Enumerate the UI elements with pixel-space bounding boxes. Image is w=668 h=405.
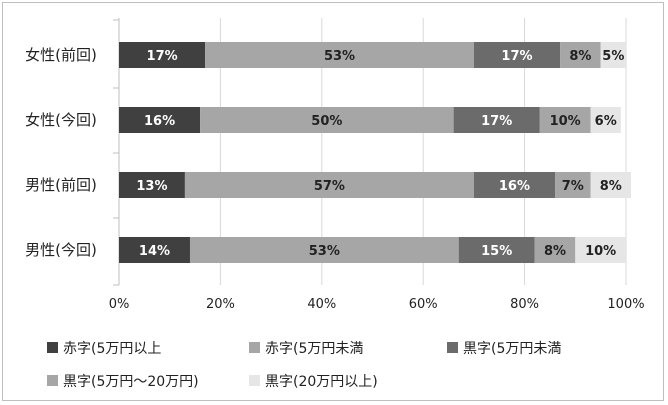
legend-swatch: [249, 375, 260, 386]
data-label: 57%: [314, 179, 345, 194]
data-label: 7%: [562, 179, 584, 194]
category-label: 男性(前回): [25, 176, 97, 194]
legend-label: 黒字(5万円～20万円): [63, 374, 199, 390]
bar-segment: [200, 107, 454, 133]
x-tick-label: 80%: [510, 297, 539, 312]
bar-segment: [119, 42, 206, 68]
bar-segment: [119, 107, 201, 133]
x-axis-ticks: 0% 20% 40% 60% 80% 100%: [109, 297, 645, 312]
legend-label: 赤字(5万円未満: [265, 341, 363, 357]
category-label: 女性(今回): [25, 111, 97, 129]
bar-segment: [453, 107, 540, 133]
legend-label: 黒字(20万円以上): [265, 374, 378, 390]
category-label: 男性(今回): [25, 241, 97, 259]
category-label: 女性(前回): [25, 46, 97, 64]
data-label: 14%: [139, 244, 170, 259]
bar-segment: [560, 42, 601, 68]
bars: 17% 53% 17% 8% 5% 16% 50% 17% 10% 6% 13% 57% 16% 7% 8%…: [119, 42, 632, 263]
bar-segment: [458, 237, 535, 263]
bar-segment: [473, 172, 556, 198]
bar-segment: [119, 237, 190, 263]
bar-segment: [473, 42, 561, 68]
stacked-bar-chart: 女性(前回) 女性(今回) 男性(前回) 男性(今回) 17% 53% 17% 8% 5% 16…: [25, 18, 645, 390]
legend-label: 黒字(5万円未満: [463, 341, 561, 357]
chart-frame: 女性(前回) 女性(今回) 男性(前回) 男性(今回) 17% 53% 17% 8% 5% 16…: [2, 2, 664, 401]
data-label: 8%: [569, 49, 591, 64]
bar-segment: [534, 237, 576, 263]
data-label: 17%: [481, 114, 512, 129]
data-label: 53%: [309, 244, 340, 259]
data-label: 8%: [544, 244, 566, 259]
x-tick-label: 20%: [206, 297, 235, 312]
data-label: 50%: [311, 114, 342, 129]
bar-segment: [590, 172, 632, 198]
data-label: 16%: [499, 179, 530, 194]
x-tick-label: 60%: [409, 297, 438, 312]
x-tick-label: 100%: [607, 297, 644, 312]
data-label: 53%: [324, 49, 355, 64]
legend-swatch: [47, 375, 58, 386]
data-label: 17%: [147, 49, 178, 64]
bar-segment: [539, 107, 591, 133]
x-tick-label: 40%: [307, 297, 336, 312]
bar-segment: [184, 172, 474, 198]
data-label: 16%: [144, 114, 175, 129]
bar-segment: [600, 42, 626, 68]
bar-segment: [119, 172, 185, 198]
data-label: 5%: [602, 49, 624, 64]
data-label: 15%: [481, 244, 512, 259]
bar-segment: [189, 237, 459, 263]
bar-segment: [205, 42, 474, 68]
legend-swatch: [447, 342, 458, 353]
legend-label: 赤字(5万円以上: [63, 341, 161, 357]
data-label: 10%: [550, 114, 581, 129]
x-tick-label: 0%: [109, 297, 130, 312]
bar-segment: [590, 107, 621, 133]
legend-swatch: [249, 342, 260, 353]
category-labels: 女性(前回) 女性(今回) 男性(前回) 男性(今回): [25, 46, 97, 259]
data-label: 6%: [595, 114, 617, 129]
data-label: 8%: [600, 179, 622, 194]
data-label: 17%: [501, 49, 532, 64]
bar-segment: [555, 172, 591, 198]
data-label: 13%: [136, 179, 167, 194]
bar-segment: [575, 237, 626, 263]
data-label: 10%: [585, 244, 616, 259]
legend-swatch: [47, 342, 58, 353]
